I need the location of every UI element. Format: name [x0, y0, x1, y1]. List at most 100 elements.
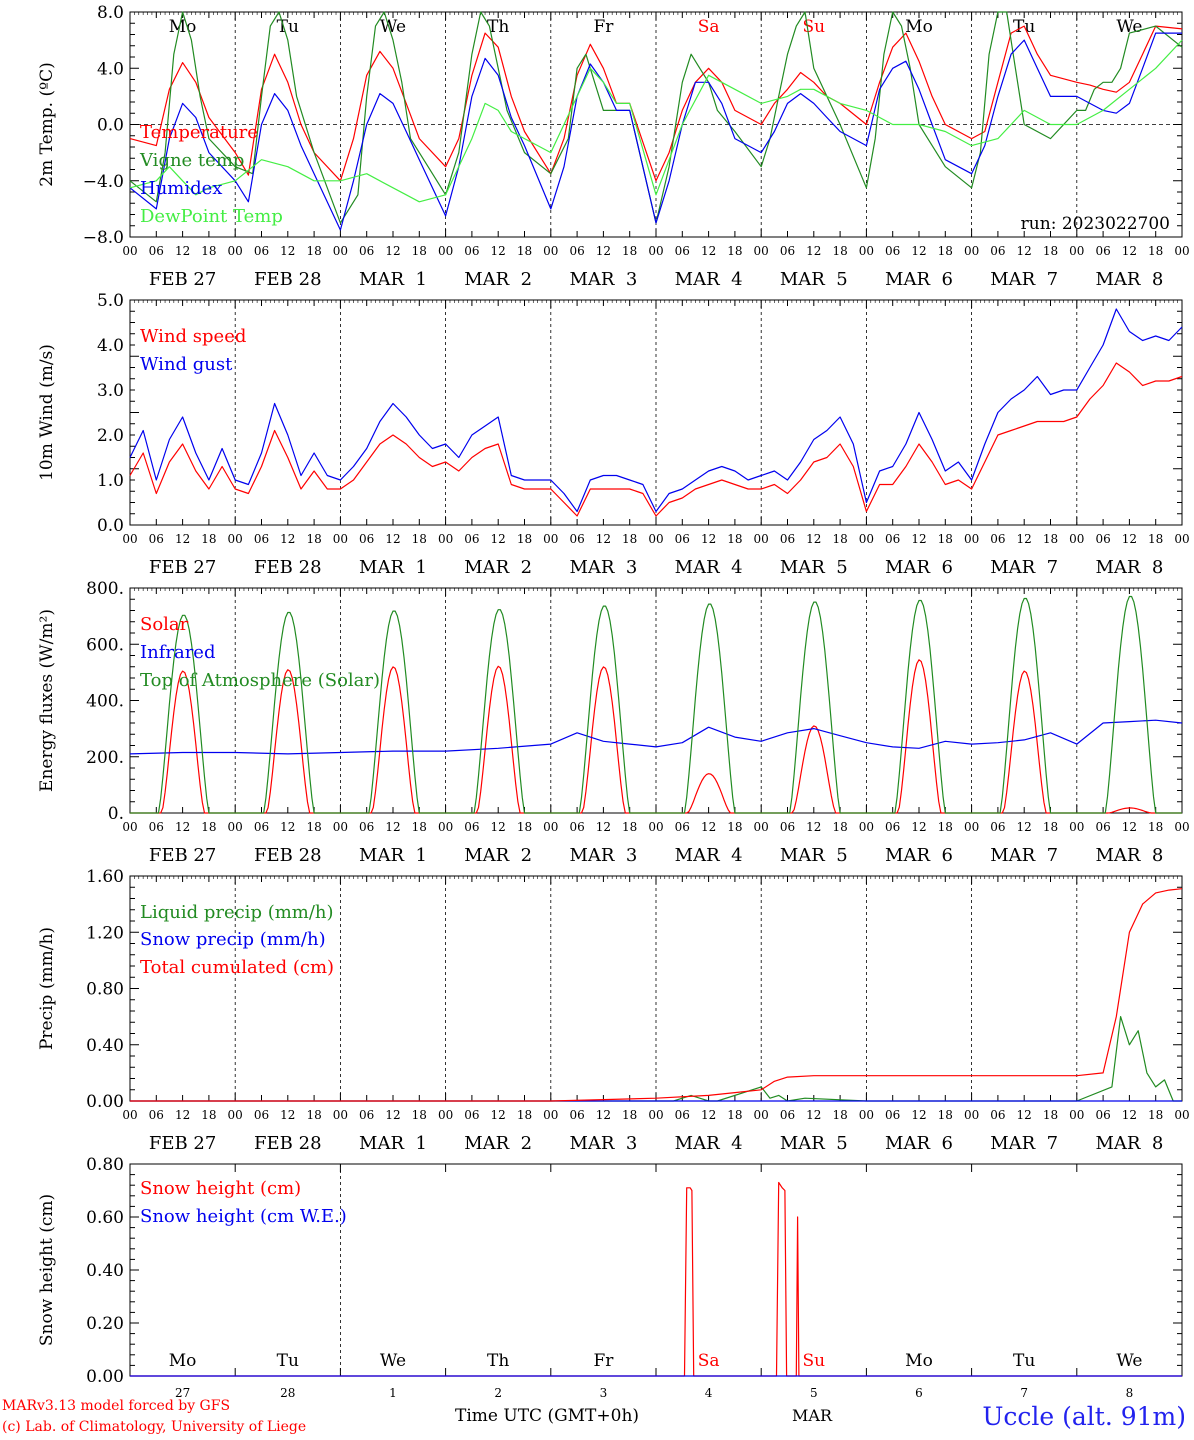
hour-tick-label: 12: [596, 244, 611, 258]
y-tick-label: 0.0: [97, 116, 124, 136]
y-tick-label: 0.80: [86, 980, 124, 1000]
hour-tick-label: 06: [149, 244, 164, 258]
day-number-label: 3: [600, 1386, 608, 1400]
date-label: MAR 6: [885, 269, 953, 290]
day-name-label: Mo: [905, 1351, 933, 1371]
hour-tick-label: 00: [648, 1108, 663, 1122]
hour-tick-label: 18: [1043, 1108, 1058, 1122]
hour-tick-label: 00: [438, 244, 453, 258]
date-label: MAR 4: [675, 269, 743, 290]
hour-tick-label: 18: [622, 820, 637, 834]
hour-tick-label: 06: [464, 820, 479, 834]
hour-tick-label: 12: [911, 1108, 926, 1122]
hour-tick-label: 06: [885, 532, 900, 546]
day-name-label: Mo: [169, 1351, 197, 1371]
date-label: MAR 4: [675, 1133, 743, 1154]
hour-tick-label: 12: [491, 532, 506, 546]
hour-tick-label: 06: [990, 820, 1005, 834]
hour-tick-label: 18: [412, 820, 427, 834]
y-tick-label: −8.0: [83, 228, 124, 248]
hour-tick-label: 18: [938, 820, 953, 834]
date-label: MAR 7: [990, 557, 1058, 578]
hour-tick-label: 18: [412, 1108, 427, 1122]
hour-tick-label: 00: [543, 1108, 558, 1122]
panel-2: 5.0 4.0 3.0 2.0 1.0 0.0 10m Wind (m/s) 00 06 12 18…: [37, 291, 1190, 578]
day-name-label: We: [1116, 1351, 1142, 1371]
hour-tick-label: 18: [201, 244, 216, 258]
hour-tick-label: 18: [412, 244, 427, 258]
y-tick-label: 4.0: [97, 336, 124, 356]
lab-credit: (c) Lab. of Climatology, University of L…: [2, 1419, 307, 1435]
y-tick-label: 600.: [86, 635, 124, 655]
date-label: MAR 7: [990, 845, 1058, 866]
hour-tick-label: 06: [885, 820, 900, 834]
hour-tick-label: 18: [938, 244, 953, 258]
hour-tick-label: 06: [675, 820, 690, 834]
hour-tick-label: 00: [1174, 820, 1189, 834]
day-name-label: Fr: [593, 17, 614, 37]
legend-snow-height-we: Snow height (cm W.E.): [140, 1206, 347, 1227]
hour-tick-label: 06: [254, 1108, 269, 1122]
hour-tick-label: 00: [1069, 532, 1084, 546]
hour-tick-label: 12: [280, 1108, 295, 1122]
y-tick-label: −4.0: [83, 172, 124, 192]
hour-tick-label: 00: [333, 820, 348, 834]
y-tick-label: 0.40: [86, 1036, 124, 1056]
hour-tick-label: 12: [701, 820, 716, 834]
hour-tick-label: 06: [464, 532, 479, 546]
date-label: MAR 6: [885, 557, 953, 578]
legend-solar: Solar: [140, 614, 189, 635]
date-label: MAR 5: [780, 1133, 848, 1154]
station-label: Uccle (alt. 91m): [982, 1402, 1186, 1431]
hour-tick-label: 18: [938, 1108, 953, 1122]
hour-tick-label: 18: [517, 820, 532, 834]
date-label: MAR 7: [990, 269, 1058, 290]
date-label: FEB 27: [149, 1133, 216, 1154]
y-tick-label: 2.0: [97, 426, 124, 446]
hour-tick-label: 12: [1017, 532, 1032, 546]
temperature-line: [129, 25, 1183, 182]
date-label: MAR 3: [569, 269, 637, 290]
date-label: FEB 28: [254, 1133, 321, 1154]
date-label: MAR 2: [464, 845, 532, 866]
day-number-label: 6: [915, 1386, 923, 1400]
panel-3: 800. 600. 400. 200. 0. Energy fluxes (W/m²) 00…: [37, 579, 1190, 866]
hour-tick-label: 06: [359, 244, 374, 258]
legend-toa-solar: Top of Atmosphere (Solar): [140, 670, 380, 691]
date-label: MAR 2: [464, 1133, 532, 1154]
hour-tick-label: 18: [517, 1108, 532, 1122]
day-name-label: Sa: [698, 1351, 720, 1371]
hour-tick-label: 18: [832, 244, 847, 258]
date-label: FEB 27: [149, 269, 216, 290]
hour-tick-label: 00: [964, 532, 979, 546]
hour-tick-label: 06: [149, 820, 164, 834]
hour-tick-label: 06: [359, 1108, 374, 1122]
hour-tick-label: 06: [464, 244, 479, 258]
hour-tick-label: 18: [1043, 532, 1058, 546]
hour-tick-label: 18: [306, 1108, 321, 1122]
dewpoint-line: [129, 39, 1183, 203]
hour-tick-label: 12: [806, 820, 821, 834]
hour-tick-label: 18: [832, 1108, 847, 1122]
snow-height-line: [130, 1181, 1182, 1377]
hour-tick-label: 12: [175, 1108, 190, 1122]
hour-tick-label: 12: [1017, 820, 1032, 834]
humidex-line: [129, 32, 1182, 231]
panel-4: 1.60 1.20 0.80 0.40 0.00 Precip (mm/h) 00 06 12 1…: [37, 867, 1190, 1154]
hour-tick-label: 12: [911, 532, 926, 546]
legend-wind-speed: Wind speed: [140, 326, 246, 347]
y-tick-label: 0.0: [97, 516, 124, 536]
hour-tick-label: 00: [122, 532, 137, 546]
hour-tick-label: 12: [806, 244, 821, 258]
day-name-label: Mo: [169, 17, 197, 37]
hour-tick-label: 12: [806, 532, 821, 546]
hour-tick-label: 06: [675, 532, 690, 546]
hour-tick-label: 00: [543, 820, 558, 834]
hour-tick-label: 06: [1095, 1108, 1110, 1122]
hour-tick-label: 00: [543, 532, 558, 546]
hour-tick-label: 00: [859, 1108, 874, 1122]
hour-tick-label: 06: [885, 244, 900, 258]
day-number-label: 28: [280, 1386, 295, 1400]
model-credit: MARv3.13 model forced by GFS: [2, 1398, 231, 1414]
hour-tick-label: 06: [885, 1108, 900, 1122]
